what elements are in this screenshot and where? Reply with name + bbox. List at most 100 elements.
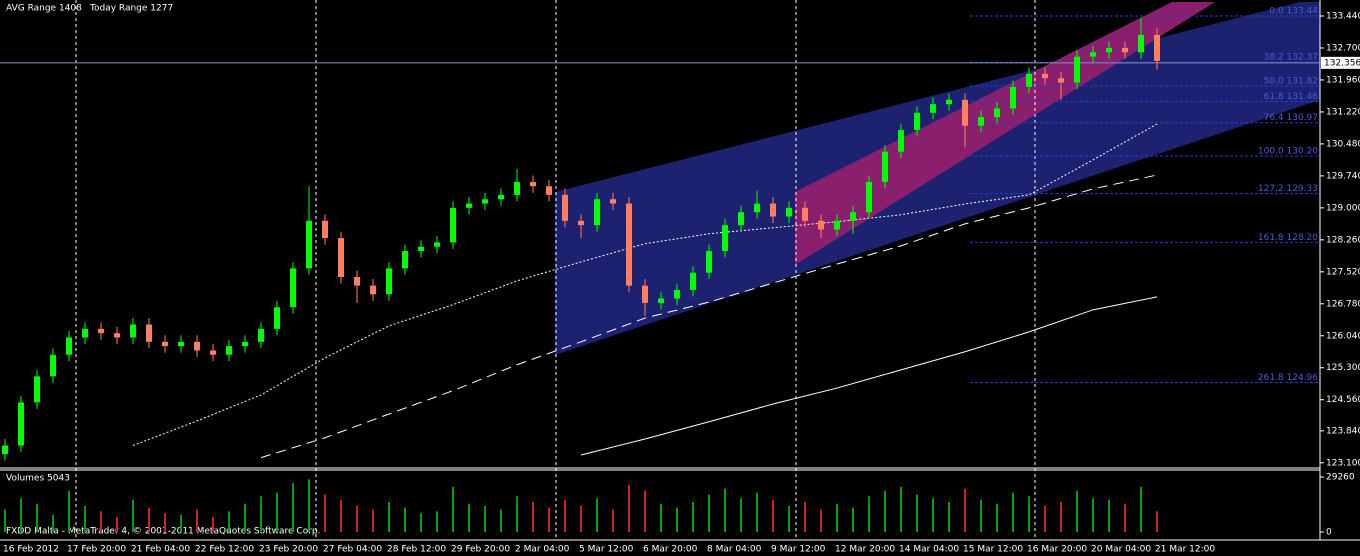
fib-label: 100.0 130.20 [1258,147,1318,157]
x-tick-label: 16 Feb 2012 [3,545,59,555]
y-tick-label: 130.480 [1326,139,1360,149]
candle-body [338,238,344,277]
x-tick-label: 20 Mar 04:00 [1091,545,1151,555]
candle-body [290,268,296,308]
candle-body [194,341,200,351]
candle-body [978,117,984,126]
x-tick-label: 2 Mar 04:00 [515,545,570,555]
candle-body [722,225,728,252]
candle-body [674,289,680,299]
candle-body [354,276,360,286]
candle-body [370,285,376,295]
candle-body [642,285,648,303]
candle-body [626,203,632,286]
x-tick-label: 21 Mar 12:00 [1155,545,1215,555]
candle-body [690,272,696,290]
candle-body [498,194,504,200]
x-tick-label: 17 Feb 20:00 [67,545,126,555]
footer: FXDD Malta - MetaTrader 4, © 2001-2011 M… [6,527,321,537]
candle-body [850,212,856,221]
candle-body [834,220,840,230]
x-tick-label: 29 Feb 20:00 [451,545,510,555]
candle-body [1042,73,1048,79]
candle-body [1058,78,1064,83]
x-tick-label: 12 Mar 20:00 [835,545,895,555]
y-tick-label: 131.220 [1326,107,1360,117]
y-tick-label: 123.100 [1326,458,1360,468]
candle-body [434,242,440,247]
candle-body [1138,35,1144,53]
candle-body [162,341,168,347]
indicator: Today Range 1277 [89,4,173,14]
candle-body [466,203,472,208]
y-tick-label: 129.000 [1326,203,1360,213]
candle-body [82,328,88,338]
candle-body [402,251,408,269]
y-tick-label: 131.960 [1326,75,1360,85]
fib-label: 76.4 130.97 [1264,113,1318,123]
candle-body [546,186,552,195]
channel [555,2,1320,355]
x-tick-label: 6 Mar 20:00 [643,545,698,555]
candle-body [802,207,808,221]
bid-box [1321,56,1360,69]
candle-body [530,181,536,187]
candle-body [98,328,104,334]
candle-body [706,251,712,273]
period-separators [75,0,1036,540]
candle-body [866,181,872,213]
y-tick-label: 124.560 [1326,395,1360,405]
candle-body [786,207,792,217]
fib-label: 50.0 131.82 [1264,76,1318,86]
candle-body [1106,47,1112,53]
candle-body [258,328,264,342]
candle-body [658,298,664,303]
x-tick-label: 5 Mar 12:00 [579,545,634,555]
x-tick-label: 22 Feb 12:00 [195,545,254,555]
candle-body [450,207,456,243]
candle-body [610,199,616,204]
channel-inner [795,2,1215,265]
candle-body [898,130,904,152]
candle-body [1026,73,1032,87]
candle-body [2,445,8,455]
y-tick-label: 129.740 [1326,171,1360,181]
y-tick-label: 125.300 [1326,363,1360,373]
candle-body [930,104,936,113]
fib-label: 61.8 131.46 [1264,92,1319,102]
y-tick-label: 126.040 [1326,331,1360,341]
candle-body [946,99,952,105]
fib-label: 38.2 132.37 [1264,53,1318,63]
candle-body [306,220,312,269]
x-tick-label: 21 Feb 04:00 [131,545,190,555]
y-tick-label: 128.260 [1326,235,1360,245]
candle-body [962,99,968,126]
candle-body [1074,56,1080,83]
candle-body [754,203,760,213]
candle-body [242,341,248,347]
candle-body [1010,86,1016,109]
volume-tick-label: 29260 [1326,472,1355,482]
y-tick-label: 133.440 [1326,11,1360,21]
candle-body [770,203,776,217]
fib-label: 0.0 133.44 [1269,6,1318,16]
candle-body [274,307,280,329]
candle-body [914,112,920,131]
candle-body [578,220,584,226]
y-tick-label: 123.840 [1326,426,1360,436]
candle-body [482,199,488,204]
moving-average [132,123,1158,446]
volume-title: Volumes 5043 [6,474,70,484]
fib-label: 161.8 128.20 [1258,233,1318,243]
candle-body [882,151,888,182]
x-tick-label: 15 Mar 12:00 [963,545,1023,555]
candle-body [130,324,136,338]
x-tick-label: 8 Mar 04:00 [707,545,762,555]
fib-label: 127.2 129.33 [1258,184,1318,194]
y-tick-label: 126.780 [1326,299,1360,309]
candle-body [50,354,56,377]
x-tick-label: 14 Mar 04:00 [899,545,959,555]
candle-body [738,212,744,226]
candle-body [1122,47,1128,53]
